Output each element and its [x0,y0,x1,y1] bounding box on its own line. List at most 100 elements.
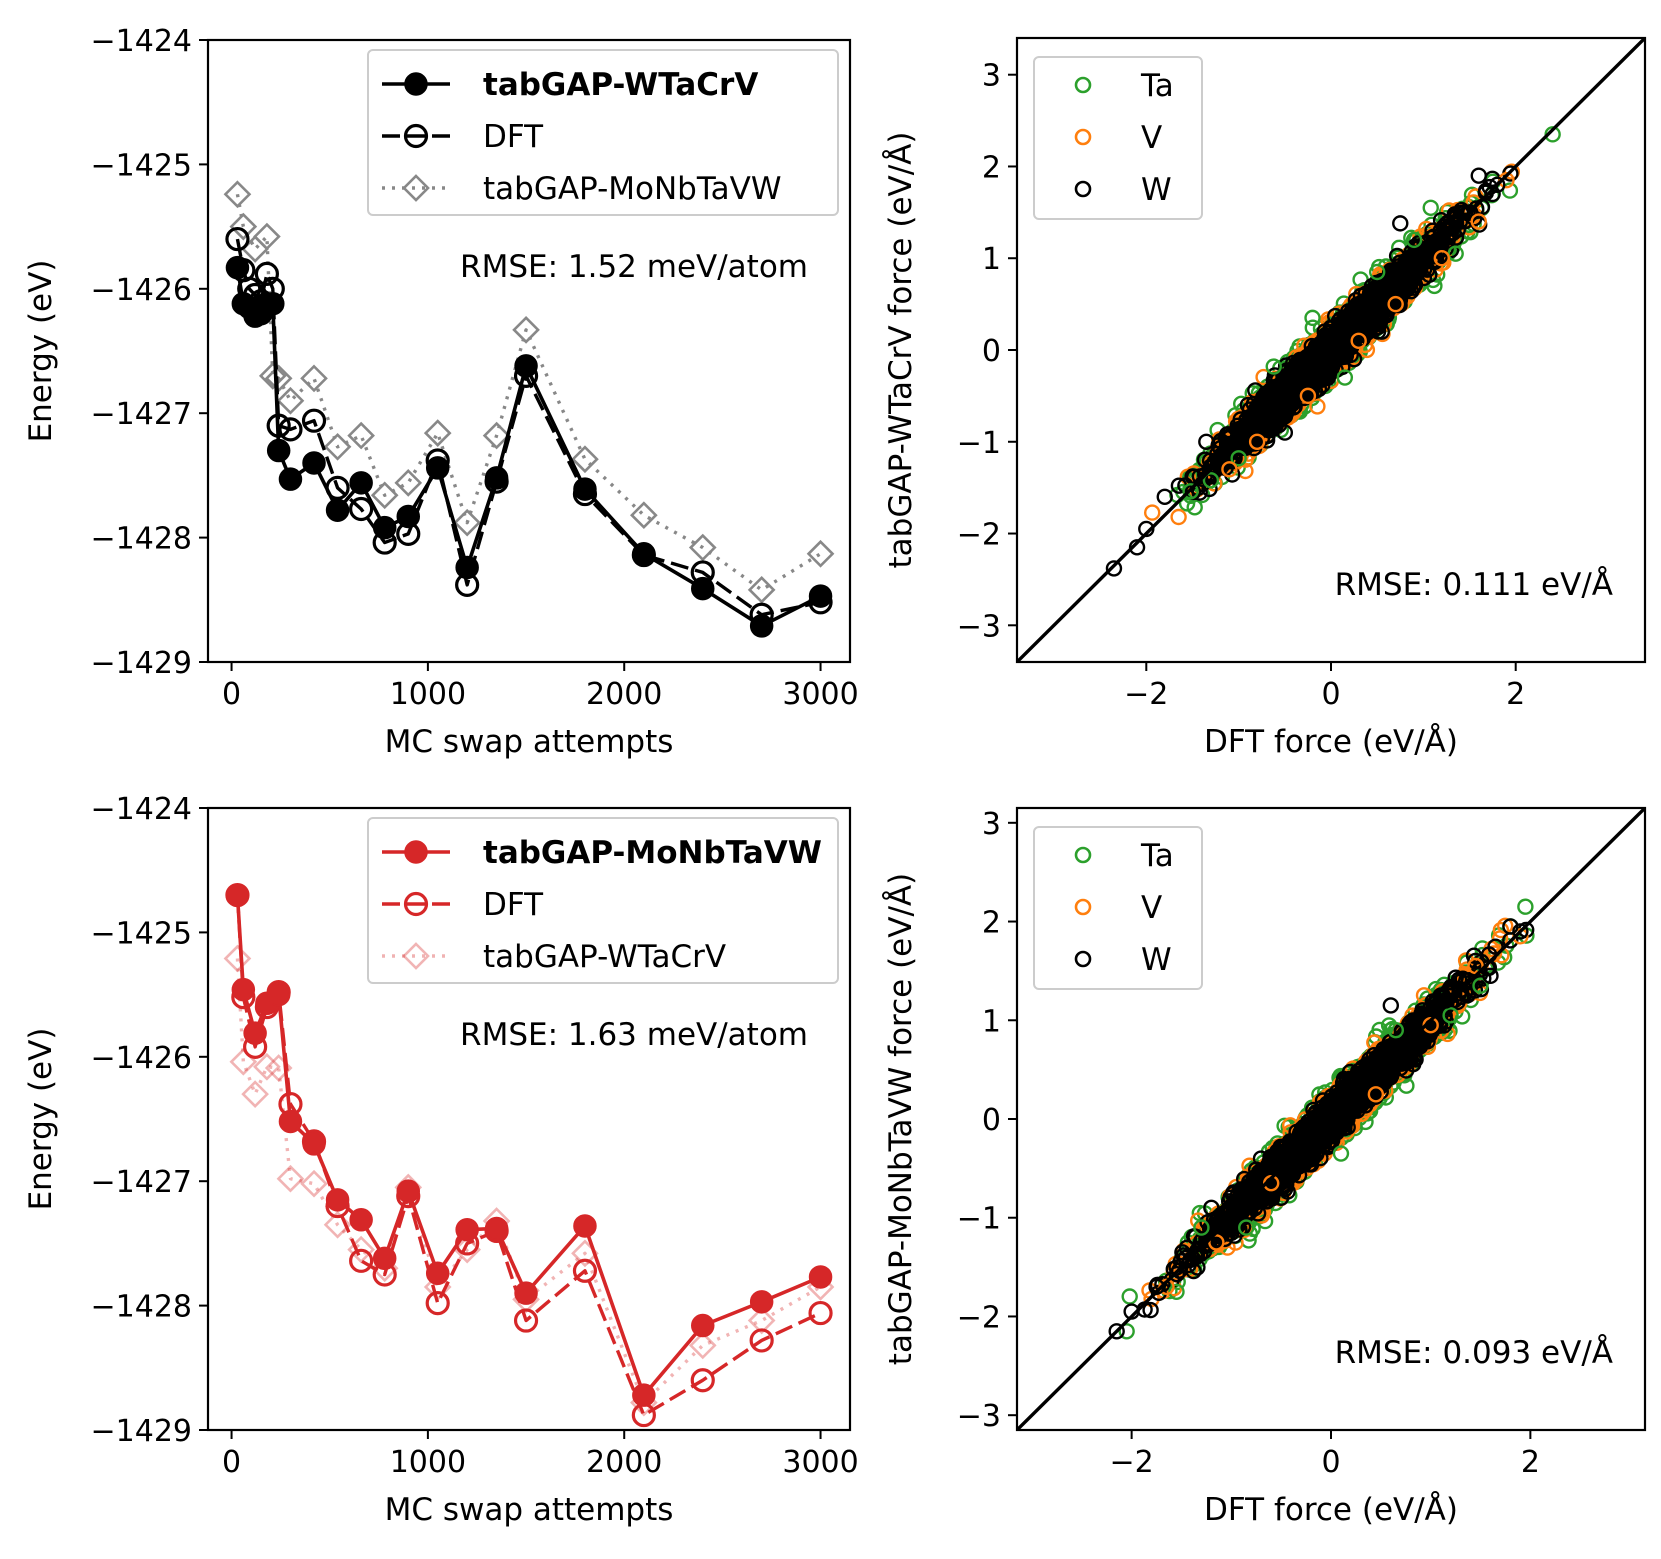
legend-label: tabGAP-MoNbTaVW [483,835,822,871]
legend-label: W [1141,172,1172,208]
y-tick-label: −1425 [91,916,192,951]
legend-label: DFT [483,887,544,923]
y-tick-label: −1427 [91,1165,192,1200]
plot-area [223,180,835,638]
y-tick-label: −1427 [91,397,192,432]
legend-label: Ta [1140,838,1174,874]
legend-marker [1074,76,1092,94]
data-point [1168,1283,1185,1300]
data-point [425,456,450,480]
data-point [573,1214,597,1238]
data-point [1198,433,1215,450]
data-point [688,533,717,562]
data-point [223,944,252,973]
rmse-annotation: RMSE: 1.52 meV/atom [460,249,808,285]
legend-marker [403,123,429,149]
data-point [300,364,328,393]
x-tick-label: 0 [1321,677,1340,712]
series-line [235,894,822,1417]
legend-label: Ta [1140,68,1174,104]
data-point [370,481,399,510]
data-point [808,1300,833,1326]
x-axis-label: DFT force (eV/Å) [1204,1492,1458,1528]
data-point [1299,387,1317,405]
data-point [1424,222,1441,239]
data-point [747,1306,776,1335]
legend: Ta VW [1033,826,1203,990]
data-point [1202,472,1220,489]
data-point [1238,1219,1255,1236]
data-point [1512,923,1529,940]
data-point [1392,215,1409,232]
data-point [1373,323,1390,340]
x-tick-label: 0 [222,677,241,712]
legend-label: tabGAP-MoNbTaVW [483,171,782,207]
data-point [482,421,511,450]
data-point [300,1169,328,1198]
x-tick-label: 0 [222,1445,241,1480]
data-point [394,469,423,497]
y-tick-label: −1424 [91,792,192,827]
data-point [572,1258,598,1283]
force-top-panel: −2 0 2 3 2 1 0 −1 −2 −3 DFT force (eV/Å) tabGAP-WTa… [883,36,1647,760]
rmse-annotation: RMSE: 1.63 meV/atom [460,1017,808,1053]
data-point [1422,199,1439,216]
data-point [229,1047,258,1076]
series-tabgap-monbtavw [225,883,833,1407]
data-point [749,1290,774,1314]
y-tick-label: 0 [982,1103,1001,1138]
data-point [632,1383,656,1407]
data-point [690,1368,715,1393]
data-point [261,291,285,316]
data-point [1239,396,1257,414]
legend-box [367,49,839,216]
data-point [1447,245,1464,262]
y-tick-label: 3 [982,59,1001,94]
data-point [1248,433,1266,450]
data-point [396,504,421,529]
y-tick-label: −1429 [91,1414,192,1449]
legend-marker [404,72,428,96]
y-tick-label: −1424 [91,24,192,59]
x-tick-label: −2 [1124,677,1168,712]
data-point [349,1208,373,1232]
x-tick-label: 2 [1506,677,1525,712]
data-point [1387,295,1404,313]
y-tick-label: 3 [982,807,1001,842]
data-point [278,417,303,442]
y-tick-label: −1 [957,1202,1001,1237]
y-axis-label: tabGAP-WTaCrV force (eV/Å) [883,132,919,569]
legend-marker [403,891,429,917]
series-dft [225,226,833,627]
data-point [1105,560,1123,577]
y-tick-label: 1 [982,1004,1001,1039]
series-line [235,238,821,617]
x-tick-label: 1000 [390,1445,466,1480]
data-point [225,226,250,252]
data-point [372,1246,397,1271]
data-point [1208,1234,1225,1251]
y-tick-label: 1 [982,242,1001,277]
y-tick-label: −1429 [91,646,192,681]
legend-label: V [1141,120,1162,156]
legend-label: tabGAP-WTaCrV [483,67,758,103]
data-point [231,977,256,1002]
identity-line [1017,38,1645,662]
data-point [688,1331,717,1360]
y-axis-label: tabGAP-MoNbTaVW force (eV/Å) [883,873,919,1365]
axes-frame [206,38,852,664]
legend-marker [404,840,428,864]
legend-marker [1074,180,1092,198]
data-point [455,1217,479,1242]
data-point [1502,918,1519,935]
legend-marker [1074,846,1092,864]
y-tick-label: −1426 [91,273,192,308]
data-point [349,496,374,522]
x-axis-label: MC swap attempts [385,1492,674,1528]
data-point [425,1291,450,1316]
data-point [808,1265,833,1289]
plot-area [1017,38,1645,662]
data-point [276,386,305,415]
legend-box [367,817,839,984]
